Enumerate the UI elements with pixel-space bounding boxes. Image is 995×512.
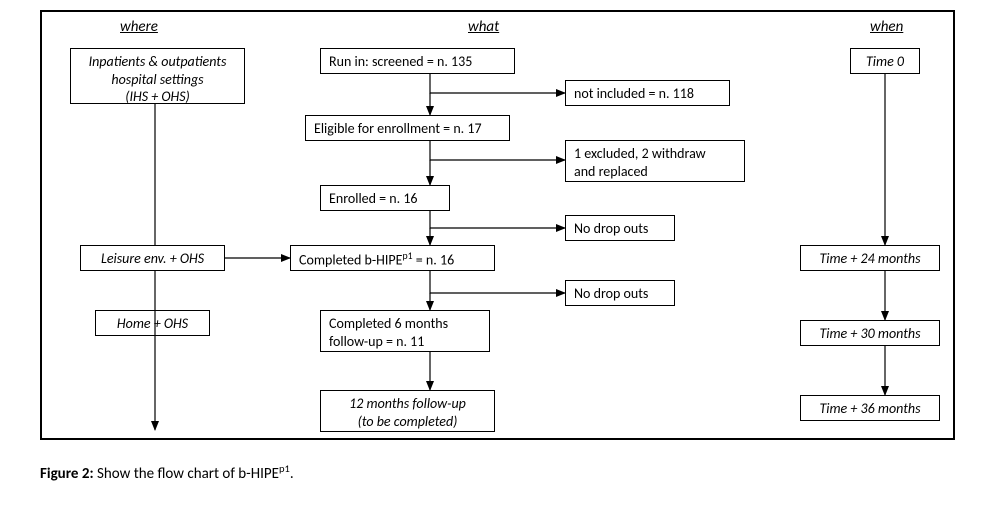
header-where: where <box>120 18 158 36</box>
caption-prefix: Figure 2: <box>40 465 97 483</box>
text: No drop outs <box>574 285 648 302</box>
node-hospital-settings: Inpatients & outpatients hospital settin… <box>70 48 245 104</box>
text: Completed 6 months <box>329 315 448 332</box>
text: No drop outs <box>574 220 648 237</box>
text: Leisure env. + OHS <box>101 250 204 267</box>
text: 12 months follow-up <box>349 395 466 412</box>
node-12mo-followup: 12 months follow-up (to be completed) <box>320 390 495 432</box>
node-home: Home + OHS <box>95 310 210 336</box>
node-eligible: Eligible for enrollment = n. 17 <box>305 115 510 141</box>
text: 1 excluded, 2 withdraw <box>574 145 706 162</box>
caption-text-end: . <box>290 465 294 483</box>
text: hospital settings <box>111 71 203 88</box>
node-completed-6mo: Completed 6 months follow-up = n. 11 <box>320 310 490 352</box>
node-time-36: Time + 36 months <box>800 395 940 421</box>
node-no-dropouts-2: No drop outs <box>565 280 675 306</box>
node-time-30: Time + 30 months <box>800 320 940 346</box>
text: Time + 30 months <box>819 325 920 342</box>
text: Time + 36 months <box>819 400 920 417</box>
text: (to be completed) <box>358 413 458 430</box>
text: Enrolled = n. 16 <box>329 190 418 207</box>
text: Home + OHS <box>117 315 188 332</box>
node-excluded: 1 excluded, 2 withdraw and replaced <box>565 140 745 182</box>
node-time-24: Time + 24 months <box>800 245 940 271</box>
node-not-included: not included = n. 118 <box>565 80 730 106</box>
text: = n. 16 <box>413 252 455 269</box>
text: Inpatients & outpatients <box>89 53 227 70</box>
text: and replaced <box>574 163 648 180</box>
node-enrolled: Enrolled = n. 16 <box>320 185 450 211</box>
text: Time + 24 months <box>819 250 920 267</box>
node-completed-bhipe: Completed b-HIPEp1 = n. 16 <box>290 245 495 271</box>
node-leisure-env: Leisure env. + OHS <box>80 245 225 271</box>
header-what: what <box>468 18 499 36</box>
text: Completed b-HIPE <box>299 252 402 269</box>
sup: p1 <box>402 250 412 262</box>
node-no-dropouts-1: No drop outs <box>565 215 675 241</box>
text: (IHS + OHS) <box>125 88 190 105</box>
text: Time 0 <box>866 53 904 70</box>
node-run-in: Run in: screened = n. 135 <box>320 48 515 74</box>
node-time-0: Time 0 <box>850 48 920 74</box>
figure-caption: Figure 2: Show the flow chart of b-HIPEp… <box>40 462 294 483</box>
caption-text: Show the flow chart of b-HIPE <box>97 465 279 483</box>
caption-sup: p1 <box>279 462 290 475</box>
text: not included = n. 118 <box>574 85 694 102</box>
text: follow-up = n. 11 <box>329 333 424 350</box>
text: Eligible for enrollment = n. 17 <box>314 120 482 137</box>
header-when: when <box>870 18 903 36</box>
text: Run in: screened = n. 135 <box>329 53 472 70</box>
